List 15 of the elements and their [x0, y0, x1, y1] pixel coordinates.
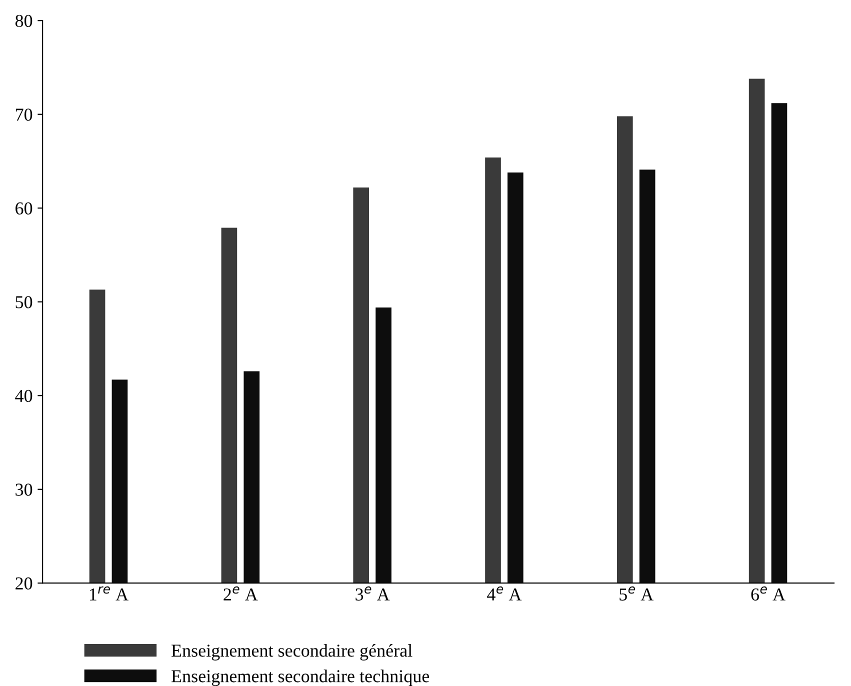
y-tick-label: 50	[16, 296, 32, 308]
x-tick-label: 5$^{e}$ A	[620, 586, 654, 601]
x-tick-label: 3$^{e}$ A	[356, 586, 390, 601]
x-tick-label: 1$^{re}$ A	[90, 586, 128, 600]
y-tick-label: 30	[16, 484, 32, 496]
x-tick-label: 4$^{e}$ A	[487, 586, 522, 600]
y-tick-label: 80	[15, 14, 32, 28]
legend-label: Enseignement secondaire technique	[172, 670, 430, 686]
x-tick-label: 6$^{e}$ A	[751, 586, 786, 601]
x-tick-label: 2$^{e}$ A	[224, 586, 258, 600]
y-tick-label: 60	[16, 202, 32, 215]
legend-label: Enseignement secondaire général	[172, 644, 412, 660]
y-tick-label: 70	[16, 108, 32, 121]
y-tick-label: 40	[15, 390, 32, 402]
y-tick-label: 20	[16, 577, 32, 590]
